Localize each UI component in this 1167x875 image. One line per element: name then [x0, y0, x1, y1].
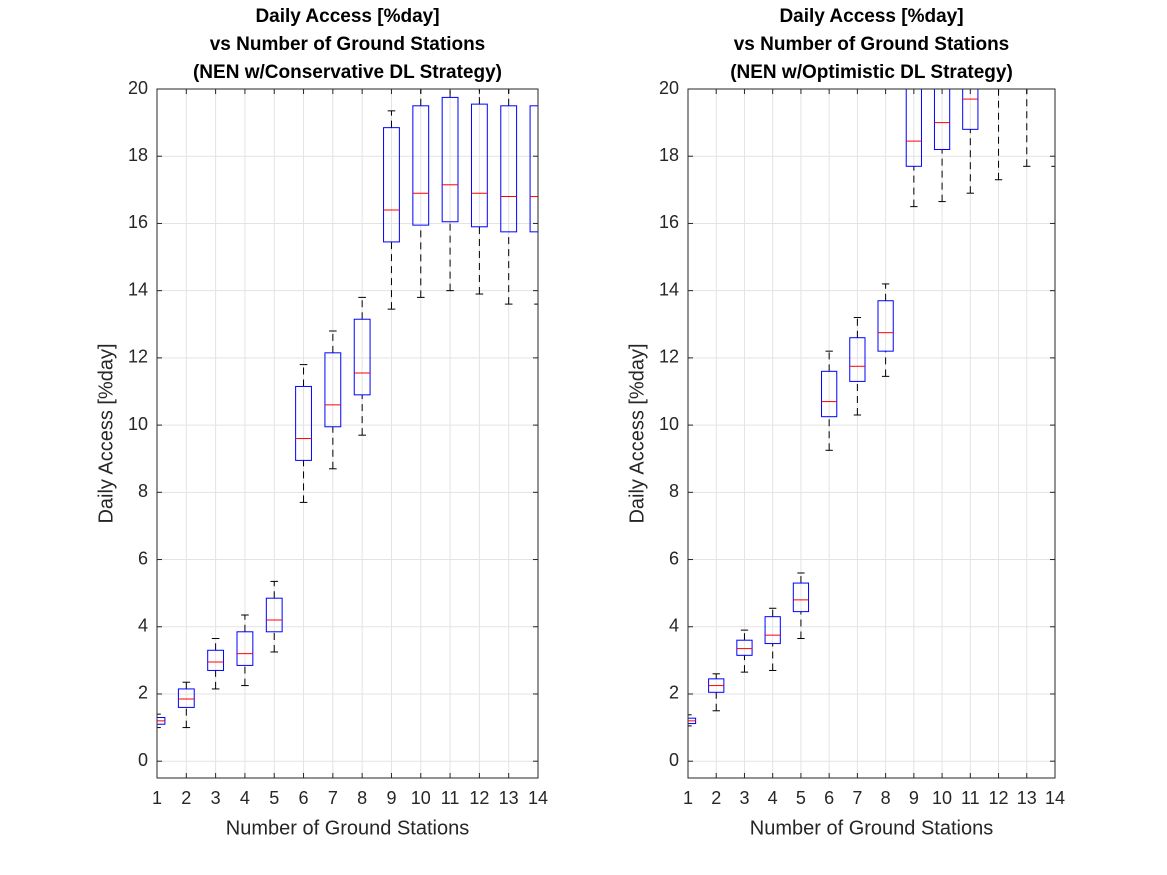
plot-area — [157, 89, 538, 778]
x-tick-label: 2 — [711, 788, 721, 808]
box — [324, 352, 342, 428]
x-tick-label: 14 — [1045, 788, 1065, 808]
y-tick-label: 6 — [669, 548, 679, 568]
x-tick-label: 11 — [441, 788, 460, 808]
box — [236, 631, 254, 666]
y-tick-label: 0 — [669, 750, 679, 770]
y-tick-label: 14 — [659, 279, 679, 299]
y-tick-label: 20 — [128, 78, 148, 98]
x-tick-label: 5 — [269, 788, 279, 808]
y-tick-label: 4 — [138, 616, 148, 636]
y-tick-label: 10 — [659, 414, 679, 434]
box — [383, 127, 400, 243]
y-tick-label: 18 — [128, 145, 148, 165]
x-tick-label: 4 — [240, 788, 250, 808]
box — [933, 89, 951, 150]
box — [265, 597, 283, 633]
x-tick-label: 2 — [181, 788, 191, 808]
y-tick-label: 2 — [669, 683, 679, 703]
x-tick-label: 7 — [328, 788, 338, 808]
box — [962, 89, 979, 130]
box — [470, 103, 488, 228]
x-tick-label: 5 — [796, 788, 806, 808]
y-tick-label: 12 — [659, 347, 679, 367]
axes-frame — [156, 88, 539, 779]
box — [207, 649, 225, 671]
y-axis-label: Daily Access [%day] — [95, 343, 117, 523]
chart-title: Daily Access [%day] — [779, 6, 963, 27]
box — [764, 616, 781, 645]
x-tick-label: 7 — [852, 788, 862, 808]
y-tick-label: 8 — [138, 481, 148, 501]
chart-title: (NEN w/Conservative DL Strategy) — [193, 62, 502, 83]
x-tick-label: 10 — [411, 788, 431, 808]
chart-title: (NEN w/Optimistic DL Strategy) — [730, 62, 1013, 83]
x-axis-label: Number of Ground Stations — [226, 817, 469, 839]
chart-title: Daily Access [%day] — [255, 6, 439, 27]
box — [905, 89, 922, 167]
x-tick-label: 4 — [768, 788, 778, 808]
chart-title: vs Number of Ground Stations — [210, 34, 486, 55]
x-tick-label: 9 — [909, 788, 919, 808]
y-tick-label: 2 — [138, 683, 148, 703]
box — [736, 639, 753, 656]
x-tick-label: 6 — [824, 788, 834, 808]
x-tick-label: 13 — [1017, 788, 1037, 808]
y-axis-label: Daily Access [%day] — [626, 343, 648, 523]
box — [792, 582, 810, 613]
y-tick-label: 4 — [669, 616, 679, 636]
y-tick-label: 10 — [128, 414, 148, 434]
plot-area — [688, 89, 1055, 778]
y-tick-label: 18 — [659, 145, 679, 165]
x-tick-label: 3 — [211, 788, 221, 808]
x-tick-label: 11 — [961, 788, 980, 808]
chart-title: vs Number of Ground Stations — [734, 34, 1010, 55]
y-tick-label: 20 — [659, 78, 679, 98]
x-tick-label: 10 — [932, 788, 952, 808]
x-tick-label: 1 — [152, 788, 162, 808]
boxes — [688, 89, 1055, 727]
box — [821, 370, 838, 418]
box — [849, 337, 866, 382]
x-tick-label: 3 — [739, 788, 749, 808]
x-tick-label: 1 — [683, 788, 693, 808]
box — [353, 318, 371, 396]
box — [441, 96, 459, 223]
x-tick-label: 8 — [357, 788, 367, 808]
y-tick-label: 16 — [659, 212, 679, 232]
y-tick-label: 12 — [128, 347, 148, 367]
x-tick-label: 6 — [299, 788, 309, 808]
x-axis-label: Number of Ground Stations — [750, 817, 993, 839]
y-tick-label: 6 — [138, 548, 148, 568]
axes-frame — [687, 88, 1056, 779]
box — [877, 300, 894, 352]
box — [412, 105, 430, 226]
y-tick-label: 8 — [669, 481, 679, 501]
x-tick-label: 12 — [989, 788, 1009, 808]
x-tick-label: 14 — [528, 788, 548, 808]
box — [500, 105, 518, 233]
x-tick-label: 12 — [469, 788, 489, 808]
boxes — [157, 89, 538, 729]
x-tick-label: 13 — [499, 788, 519, 808]
y-tick-label: 14 — [128, 279, 148, 299]
x-tick-label: 8 — [881, 788, 891, 808]
x-tick-label: 9 — [386, 788, 396, 808]
box — [295, 385, 312, 461]
box — [177, 688, 195, 708]
y-tick-label: 16 — [128, 212, 148, 232]
y-tick-label: 0 — [138, 750, 148, 770]
